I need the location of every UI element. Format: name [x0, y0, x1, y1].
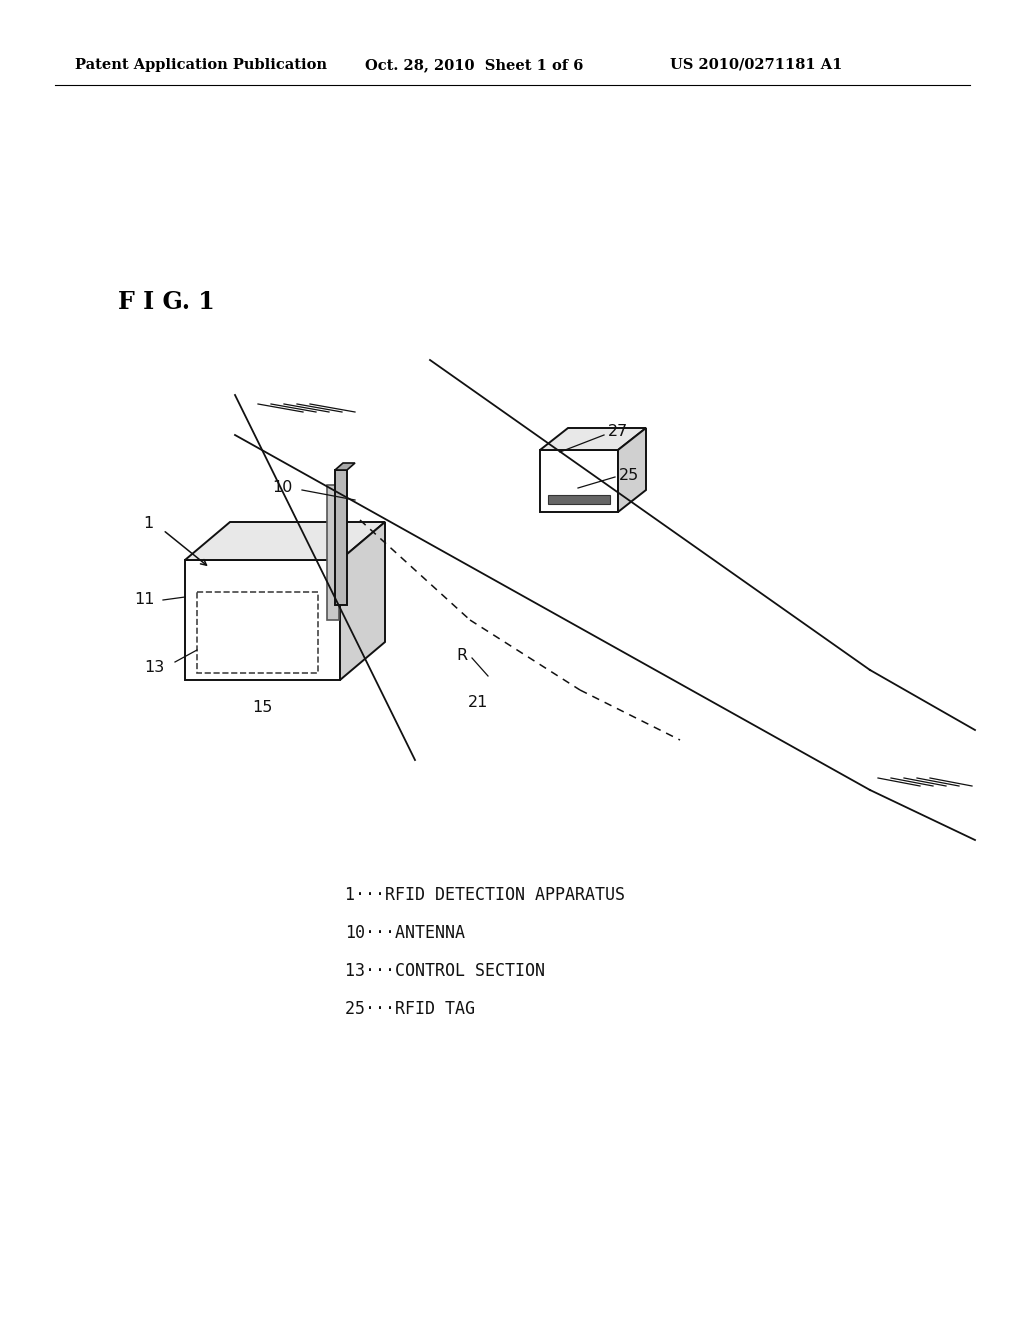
Polygon shape [185, 521, 385, 560]
Text: 25···RFID TAG: 25···RFID TAG [345, 1001, 475, 1018]
Polygon shape [197, 591, 318, 673]
Text: 10: 10 [272, 479, 293, 495]
Text: Patent Application Publication: Patent Application Publication [75, 58, 327, 73]
Polygon shape [327, 484, 339, 620]
Text: 27: 27 [608, 425, 629, 440]
Text: 25: 25 [618, 467, 639, 483]
Text: 13: 13 [144, 660, 165, 675]
Text: 11: 11 [134, 593, 155, 607]
Polygon shape [540, 450, 618, 512]
Text: 21: 21 [468, 696, 488, 710]
Polygon shape [185, 560, 340, 680]
Text: R: R [457, 648, 468, 663]
Polygon shape [335, 463, 355, 470]
Text: US 2010/0271181 A1: US 2010/0271181 A1 [670, 58, 843, 73]
Bar [548, 495, 610, 504]
Text: F I G. 1: F I G. 1 [118, 290, 215, 314]
Polygon shape [340, 521, 385, 680]
Text: 15: 15 [252, 700, 272, 715]
Text: 13···CONTROL SECTION: 13···CONTROL SECTION [345, 962, 545, 979]
Text: 10···ANTENNA: 10···ANTENNA [345, 924, 465, 942]
Polygon shape [618, 428, 646, 512]
Text: 1: 1 [143, 516, 154, 532]
Text: 1···RFID DETECTION APPARATUS: 1···RFID DETECTION APPARATUS [345, 886, 625, 904]
Polygon shape [540, 428, 646, 450]
Text: Oct. 28, 2010  Sheet 1 of 6: Oct. 28, 2010 Sheet 1 of 6 [365, 58, 584, 73]
Polygon shape [335, 470, 347, 605]
